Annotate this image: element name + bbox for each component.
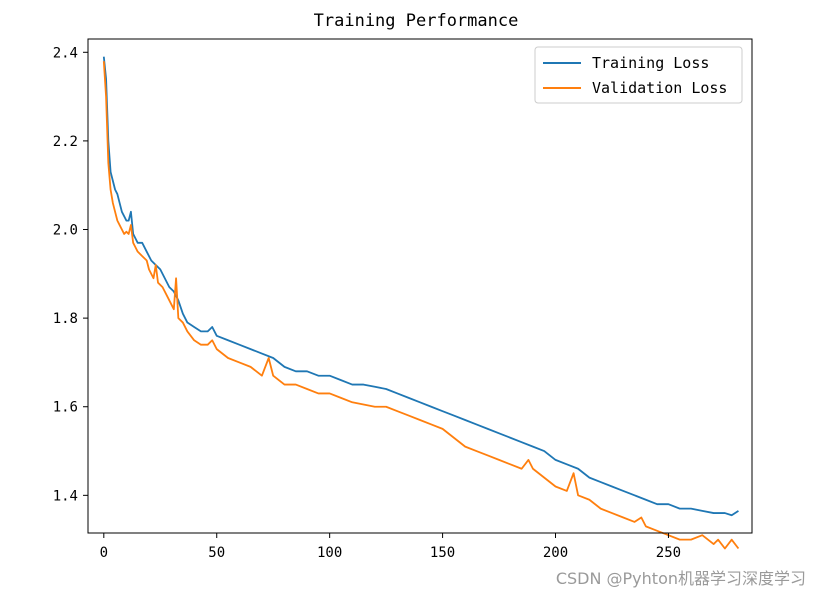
y-tick-label: 1.4 — [53, 488, 78, 504]
x-tick-label: 150 — [430, 545, 455, 561]
legend-box — [534, 46, 743, 104]
x-tick-label: 0 — [100, 545, 108, 561]
plot-area — [102, 56, 740, 550]
legend-label: Training Loss — [592, 54, 709, 72]
y-tick-label: 2.2 — [53, 134, 78, 150]
chart-title: Training Performance — [314, 11, 519, 31]
plot-frame — [87, 38, 753, 534]
y-tick-label: 1.6 — [53, 400, 78, 416]
x-tick-label: 200 — [543, 545, 568, 561]
y-tick-label: 1.8 — [53, 311, 78, 327]
x-tick-label: 50 — [208, 545, 225, 561]
watermark: CSDN @Pyhton机器学习深度学习 — [555, 569, 806, 588]
y-tick-label: 2.4 — [53, 45, 78, 61]
y-tick-label: 2.0 — [53, 223, 78, 239]
x-tick-label: 100 — [317, 545, 342, 561]
x-tick-label: 250 — [656, 545, 681, 561]
legend-label: Validation Loss — [592, 79, 727, 97]
axes: 0 50 100 150 200 250 1.4 1.6 1.8 2.0 2.2 2.4 — [53, 38, 753, 561]
series-line-training-loss — [102, 56, 739, 517]
legend: Training Loss Validation Loss — [534, 46, 743, 104]
series-line-validation-loss — [102, 61, 740, 550]
